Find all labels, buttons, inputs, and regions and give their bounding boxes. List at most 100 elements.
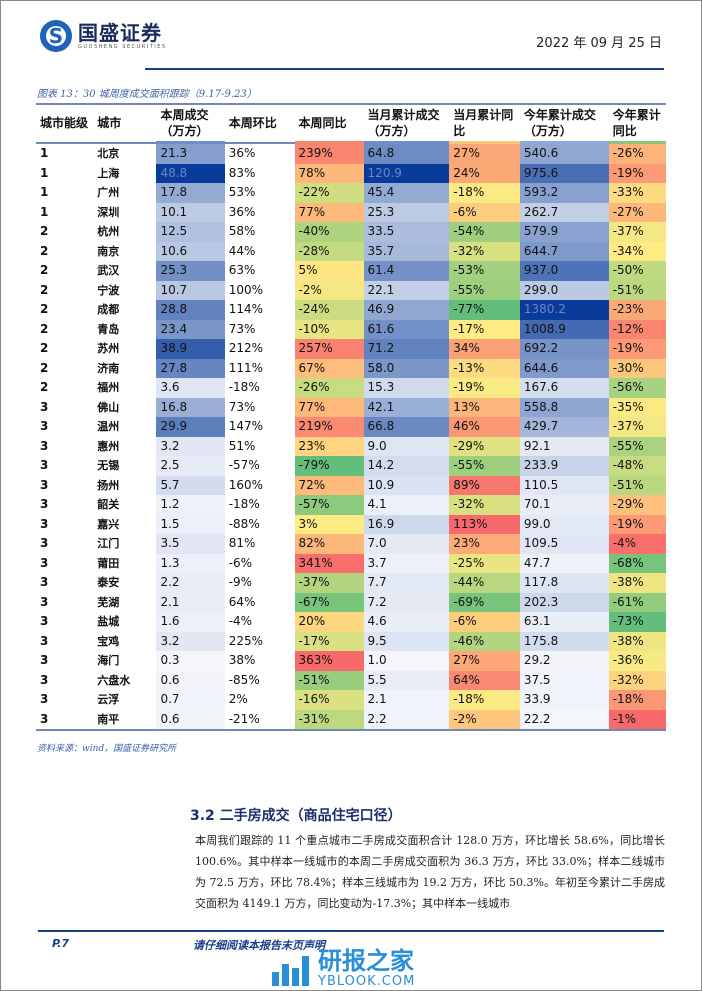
section-heading: 3.2 二手房成交（商品住宅口径） <box>190 805 402 825</box>
logo-chinese-name: 国盛证券 <box>78 21 162 45</box>
table-cell: -38% <box>608 631 666 651</box>
table-cell: 58% <box>228 224 256 238</box>
table-cell: 23.4 <box>156 319 225 339</box>
table-cell: 盐城 <box>97 615 120 628</box>
table-cell: -19% <box>608 163 666 183</box>
table-cell: 9.5 <box>363 631 450 651</box>
table-cell: -6% <box>449 612 520 632</box>
table-cell: 58.0 <box>363 358 450 378</box>
table-cell: -37% <box>294 573 364 593</box>
table-cell: 22.1 <box>363 280 450 300</box>
table-cell: -21% <box>228 711 260 726</box>
table-cell: 44% <box>228 243 256 258</box>
table-cell: 644.7 <box>519 241 609 261</box>
table-cell: 2 <box>40 360 49 375</box>
table-cell: 70.1 <box>519 495 609 515</box>
table-cell: 29.2 <box>519 651 609 671</box>
table-cell: -28% <box>294 241 364 261</box>
table-cell: -55% <box>608 436 666 456</box>
table-cell: 3.7 <box>363 553 450 573</box>
table-cell: 3 <box>40 653 49 667</box>
table-cell: -6% <box>449 202 520 222</box>
table-cell: 宝鸡 <box>97 634 120 648</box>
table-cell: -2% <box>449 709 520 730</box>
table-cell: 38.9 <box>156 339 225 359</box>
table-cell: 0.6 <box>156 670 225 690</box>
table-cell: 29.9 <box>156 417 225 437</box>
table-cell: 540.6 <box>519 142 609 164</box>
table-cell: 111% <box>228 360 264 375</box>
paragraph-text: 本周我们跟踪的 11 个重点城市二手房成交面积合计 128.0 万方，环比增长 … <box>195 834 665 910</box>
table-cell: -29% <box>449 436 520 456</box>
table-row: 2 苏州 38.9 212% 257% 71.2 34% 692.2 -19% <box>36 339 666 359</box>
table-row: 3 无锡 2.5 -57% -79% 14.2 -55% 233.9 -48% <box>36 456 666 476</box>
table-cell: 692.2 <box>519 339 609 359</box>
table-cell: -48% <box>608 456 666 476</box>
table-cell: 92.1 <box>519 436 609 456</box>
table-cell: 1380.2 <box>519 300 609 320</box>
table-cell: 青岛 <box>97 322 120 336</box>
table-cell: 78% <box>294 163 364 183</box>
table-cell: 42.1 <box>363 397 450 417</box>
table-cell: 5.7 <box>156 475 225 495</box>
column-header: 本周同比 <box>294 104 364 144</box>
table-cell: 4.1 <box>363 495 450 515</box>
table-cell: 33.9 <box>519 690 609 710</box>
footer-divider <box>38 930 664 932</box>
table-cell: 61.4 <box>363 261 450 281</box>
table-row: 2 济南 27.8 111% 67% 58.0 -13% 644.6 -30% <box>36 358 666 378</box>
table-cell: 宁波 <box>97 283 120 297</box>
table-cell: 22.2 <box>519 709 609 730</box>
table-cell: -32% <box>608 670 666 690</box>
table-cell: 33.5 <box>363 222 450 242</box>
section-title: 二手房成交（商品住宅口径） <box>219 808 402 824</box>
table-cell: 3 <box>40 536 49 550</box>
table-cell: 2.5 <box>156 456 225 476</box>
table-row: 2 青岛 23.4 73% -10% 61.6 -17% 1008.9 -12% <box>36 319 666 339</box>
table-row: 3 六盘水 0.6 -85% -51% 5.5 64% 37.5 -32% <box>36 670 666 690</box>
table-row: 2 福州 3.6 -18% -26% 15.3 -19% 167.6 -56% <box>36 378 666 398</box>
table-row: 2 杭州 12.5 58% -40% 33.5 -54% 579.9 -37% <box>36 222 666 242</box>
table-cell: 81% <box>228 536 256 550</box>
table-row: 1 深圳 10.1 36% 77% 25.3 -6% 262.7 -27% <box>36 202 666 222</box>
table-cell: 2 <box>40 282 49 297</box>
column-header: 今年累计成交（万方） <box>519 104 609 144</box>
table-cell: -26% <box>608 142 666 164</box>
table-cell: 17.8 <box>156 183 225 203</box>
table-cell: 福州 <box>97 381 120 394</box>
figure-source: 资料来源：wind，国盛证券研究所 <box>37 744 177 754</box>
table-cell: 61.6 <box>363 319 450 339</box>
table-cell: -73% <box>608 612 666 632</box>
table-cell: 10.1 <box>156 202 225 222</box>
table-cell: 48.8 <box>156 163 225 183</box>
table-cell: 71.2 <box>363 339 450 359</box>
table-cell: 5% <box>294 261 364 281</box>
table-cell: 36% <box>228 204 256 219</box>
table-cell: 3 <box>40 633 49 648</box>
table-cell: -57% <box>228 458 260 472</box>
table-cell: 35.7 <box>363 241 450 261</box>
table-cell: -1% <box>608 709 666 730</box>
table-cell: 3% <box>294 514 364 534</box>
table-cell: -23% <box>608 300 666 320</box>
table-cell: 南京 <box>97 244 120 258</box>
table-cell: -77% <box>449 300 520 320</box>
table-cell: 114% <box>228 302 264 316</box>
table-cell: -19% <box>449 378 520 398</box>
table-cell: 100% <box>228 282 264 297</box>
figure-caption: 图表 13：30 城周度成交面积跟踪（9.17-9.23） <box>37 89 257 100</box>
table-cell: -31% <box>294 709 364 730</box>
table-cell: -51% <box>608 280 666 300</box>
column-header: 当月累计同比 <box>449 104 520 144</box>
table-cell: -67% <box>294 592 364 612</box>
table-cell: 23% <box>294 436 364 456</box>
table-cell: 云浮 <box>97 693 120 706</box>
table-cell: 3 <box>40 516 49 531</box>
table-cell: 扬州 <box>97 478 120 492</box>
table-cell: 杭州 <box>97 225 120 238</box>
table-cell: 3 <box>40 438 49 453</box>
table-cell: 28.8 <box>156 300 225 320</box>
table-cell: 苏州 <box>97 342 120 355</box>
table-cell: -36% <box>608 651 666 671</box>
table-cell: 韶关 <box>97 498 120 511</box>
